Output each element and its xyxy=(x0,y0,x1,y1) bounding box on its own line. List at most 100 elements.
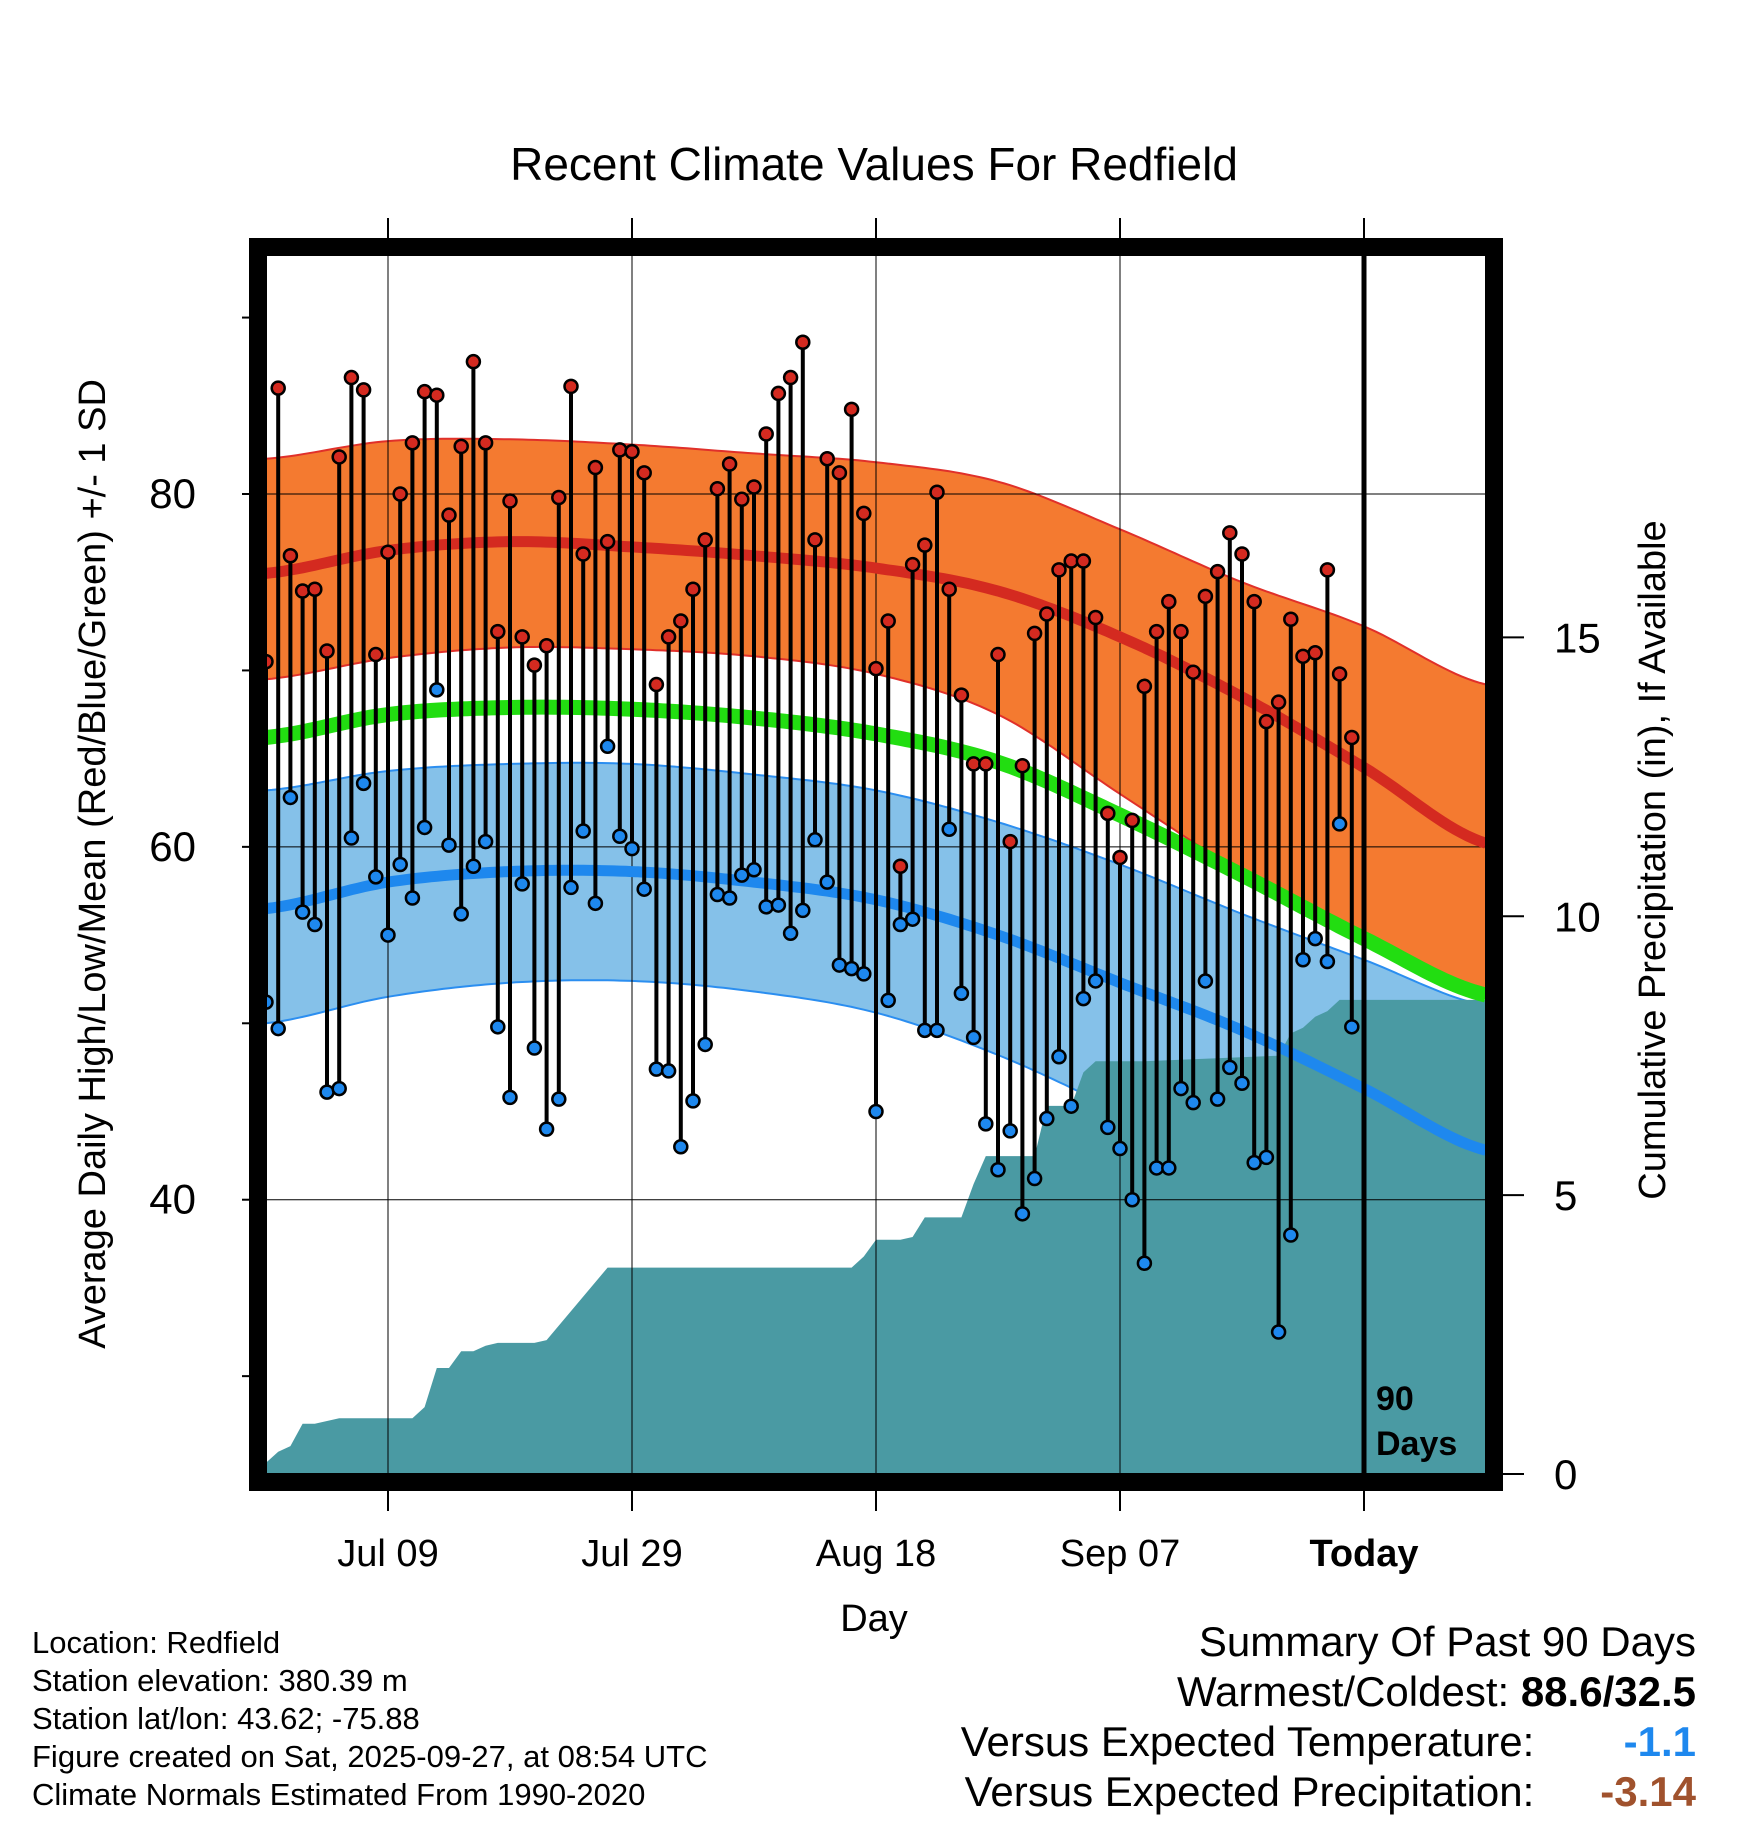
daily-low-point xyxy=(1270,1324,1287,1340)
y2-tick-label: 10 xyxy=(1554,893,1601,940)
window-label-line-1: 90 xyxy=(1376,1380,1414,1418)
daily-low-point xyxy=(1295,952,1311,968)
precipitation-label: Versus Expected Precipitation: xyxy=(964,1768,1535,1815)
daily-high-point xyxy=(856,505,872,522)
daily-low-point xyxy=(636,881,652,897)
daily-low-point xyxy=(1014,1206,1031,1222)
window-label: 90 Days xyxy=(1376,1380,1457,1463)
daily-high-point xyxy=(1026,625,1043,642)
precipitation-area xyxy=(266,999,1486,1474)
daily-low-point xyxy=(929,1022,945,1039)
plot-frame xyxy=(249,238,1503,1491)
daily-low-point xyxy=(307,916,323,933)
summary-precipitation: Versus Expected Precipitation: -3.14 xyxy=(961,1767,1696,1817)
daily-low-point xyxy=(1197,973,1214,989)
daily-low-point xyxy=(355,775,372,792)
created-text: Figure created on Sat, 2025-09-27, at 08… xyxy=(32,1739,708,1774)
window-label-line-2: Days xyxy=(1376,1425,1457,1463)
daily-low-point xyxy=(465,858,482,875)
daily-high-point xyxy=(697,532,713,548)
daily-high-point xyxy=(1161,593,1177,610)
daily-low-point xyxy=(1136,1255,1153,1271)
daily-low-point xyxy=(551,1091,567,1107)
daily-high-point xyxy=(953,687,970,703)
x-axis-label: Day xyxy=(840,1598,908,1640)
x-tick-label: Today xyxy=(1309,1533,1418,1575)
daily-high-point xyxy=(319,643,335,659)
daily-low-point xyxy=(599,738,616,755)
daily-low-point xyxy=(416,819,433,836)
daily-low-point xyxy=(1100,1119,1116,1136)
daily-high-point xyxy=(1112,849,1128,866)
daily-low-point xyxy=(1331,816,1348,832)
daily-low-point xyxy=(587,895,604,912)
precipitation-value: -3.14 xyxy=(1600,1768,1696,1815)
daily-low-point xyxy=(758,899,774,915)
summary-title: Summary Of Past 90 Days xyxy=(1198,1618,1696,1665)
daily-high-point xyxy=(673,613,689,629)
daily-low-point xyxy=(1258,1149,1275,1166)
daily-high-point xyxy=(721,456,738,472)
daily-low-point xyxy=(795,902,811,919)
y2-tick-label: 0 xyxy=(1554,1451,1577,1498)
daily-low-point xyxy=(941,821,957,837)
daily-low-point xyxy=(526,1040,543,1056)
daily-low-point xyxy=(1002,1123,1018,1139)
daily-high-point xyxy=(1222,525,1238,541)
daily-high-point xyxy=(648,676,665,693)
daily-high-point xyxy=(990,646,1006,663)
daily-low-point xyxy=(880,992,896,1009)
y-tick-label: 40 xyxy=(149,1176,196,1223)
daily-low-point xyxy=(404,890,421,906)
daily-high-point xyxy=(563,378,579,395)
daily-low-point xyxy=(1344,1019,1360,1035)
daily-high-point xyxy=(1051,562,1067,578)
daily-high-point xyxy=(880,613,896,629)
daily-high-point xyxy=(1148,623,1165,640)
daily-high-point xyxy=(538,637,555,654)
elevation-text: Station elevation: 380.39 m xyxy=(32,1663,408,1698)
daily-low-point xyxy=(612,828,628,845)
daily-high-point xyxy=(392,486,408,502)
daily-high-point xyxy=(380,544,396,560)
y2-axis-label: Cumulative Precipitation (in), If Availa… xyxy=(1632,520,1674,1199)
daily-low-point xyxy=(1063,1098,1079,1114)
daily-high-point xyxy=(1075,553,1092,569)
daily-low-point xyxy=(1209,1091,1226,1107)
daily-high-point xyxy=(819,450,835,467)
daily-low-point xyxy=(673,1139,689,1155)
daily-low-point xyxy=(331,1080,347,1097)
normals-text: Climate Normals Estimated From 1990-2020 xyxy=(32,1777,646,1812)
chart-title: Recent Climate Values For Redfield xyxy=(510,138,1238,190)
daily-high-point xyxy=(294,583,311,599)
daily-high-point xyxy=(270,380,286,396)
daily-low-point xyxy=(490,1019,506,1035)
daily-high-point xyxy=(1100,805,1116,822)
daily-low-point xyxy=(343,830,360,846)
daily-high-point xyxy=(502,493,518,509)
daily-low-point xyxy=(429,682,445,698)
plot-area xyxy=(258,247,1494,1482)
summary-panel: Summary Of Past 90 Days Warmest/Coldest:… xyxy=(961,1617,1696,1817)
daily-high-point xyxy=(575,546,591,562)
daily-high-point xyxy=(429,387,445,403)
daily-high-point xyxy=(807,532,823,548)
daily-high-point xyxy=(1136,678,1153,695)
daily-low-point xyxy=(1234,1075,1250,1092)
daily-low-point xyxy=(563,879,579,896)
daily-high-point xyxy=(685,581,701,598)
daily-low-point xyxy=(819,874,835,890)
daily-low-point xyxy=(868,1103,884,1120)
daily-low-point xyxy=(697,1036,713,1053)
daily-low-point xyxy=(282,789,299,806)
daily-low-point xyxy=(660,1063,677,1079)
daily-high-point xyxy=(355,382,372,398)
x-tick-label: Aug 18 xyxy=(816,1533,936,1575)
daily-high-point xyxy=(1331,666,1348,682)
summary-warmest-coldest: Warmest/Coldest: 88.6/32.5 xyxy=(961,1667,1696,1717)
daily-low-point xyxy=(294,904,311,920)
daily-high-point xyxy=(343,369,360,386)
daily-high-point xyxy=(1319,562,1336,578)
warmest-coldest-label: Warmest/Coldest: xyxy=(1176,1668,1510,1715)
daily-high-point xyxy=(795,334,811,351)
